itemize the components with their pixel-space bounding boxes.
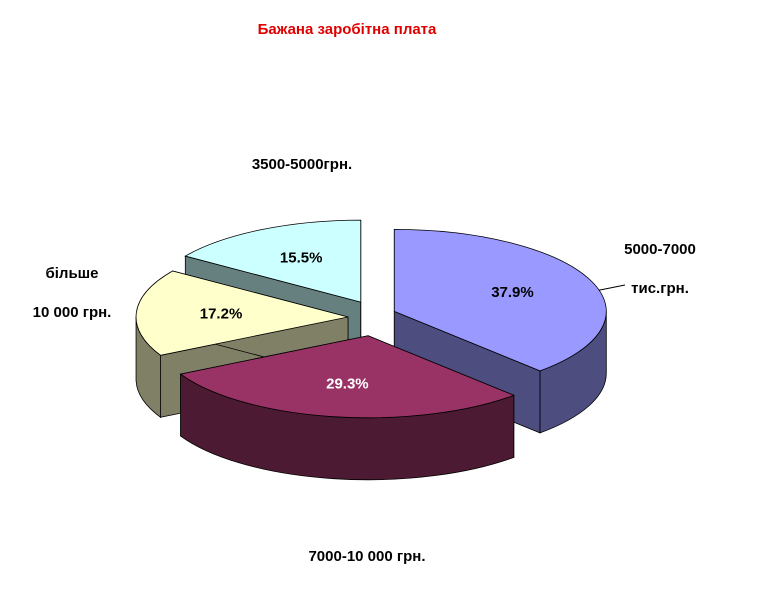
category-label: 5000-7000 xyxy=(624,241,696,258)
slice xyxy=(184,219,362,303)
category-label: 7000-10 000 грн. xyxy=(308,548,425,565)
value-label: 17.2% xyxy=(200,305,243,322)
slice xyxy=(179,335,515,419)
category-label: більше xyxy=(45,265,98,282)
category-label: 10 000 грн. xyxy=(33,304,112,321)
value-label: 15.5% xyxy=(280,250,323,267)
slice xyxy=(135,270,349,356)
chart-title: Бажана заробітна плата xyxy=(258,21,437,38)
value-label: 29.3% xyxy=(326,375,369,392)
slice xyxy=(393,228,607,372)
value-label: 37.9% xyxy=(491,284,534,301)
category-label: 3500-5000грн. xyxy=(252,156,352,173)
category-label: тис.грн. xyxy=(631,280,689,297)
